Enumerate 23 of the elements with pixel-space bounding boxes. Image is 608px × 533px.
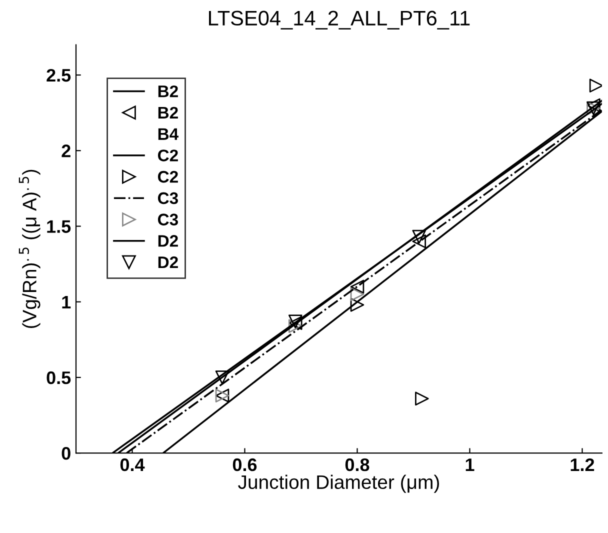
x-tick-label: 0.4 bbox=[120, 458, 145, 472]
chart-title: LTSE04_14_2_ALL_PT6_11 bbox=[209, 10, 470, 30]
y-tick-label: 2 bbox=[62, 144, 70, 158]
x-tick-label: 0.6 bbox=[232, 458, 257, 472]
legend-label: C3 bbox=[158, 192, 178, 204]
y-tick-label: 0.5 bbox=[46, 371, 71, 384]
y-tick-label: 0 bbox=[62, 446, 70, 460]
legend-label: D2 bbox=[158, 256, 178, 268]
legend-label: B2 bbox=[158, 106, 178, 118]
legend-label: B2 bbox=[158, 85, 178, 98]
legend-label: B4 bbox=[158, 128, 179, 140]
y-tick-label: 1 bbox=[62, 296, 71, 308]
x-tick-label: 1 bbox=[466, 458, 474, 471]
x-tick-label: 1.2 bbox=[570, 458, 594, 471]
legend-label: D2 bbox=[158, 235, 178, 247]
legend-label: C2 bbox=[158, 150, 178, 162]
y-axis-title: (Vg/Rn)$^{.5}$ ((μ A)$^{.5}$) bbox=[18, 170, 40, 328]
y-tick-label: 2.5 bbox=[46, 68, 71, 82]
x-axis-title: Junction Diameter (μm) bbox=[238, 474, 439, 493]
y-tick-label: 1.5 bbox=[47, 220, 71, 233]
x-tick-label: 0.8 bbox=[345, 458, 370, 472]
legend-label: C2 bbox=[158, 170, 178, 183]
legend-label: C3 bbox=[158, 214, 178, 226]
